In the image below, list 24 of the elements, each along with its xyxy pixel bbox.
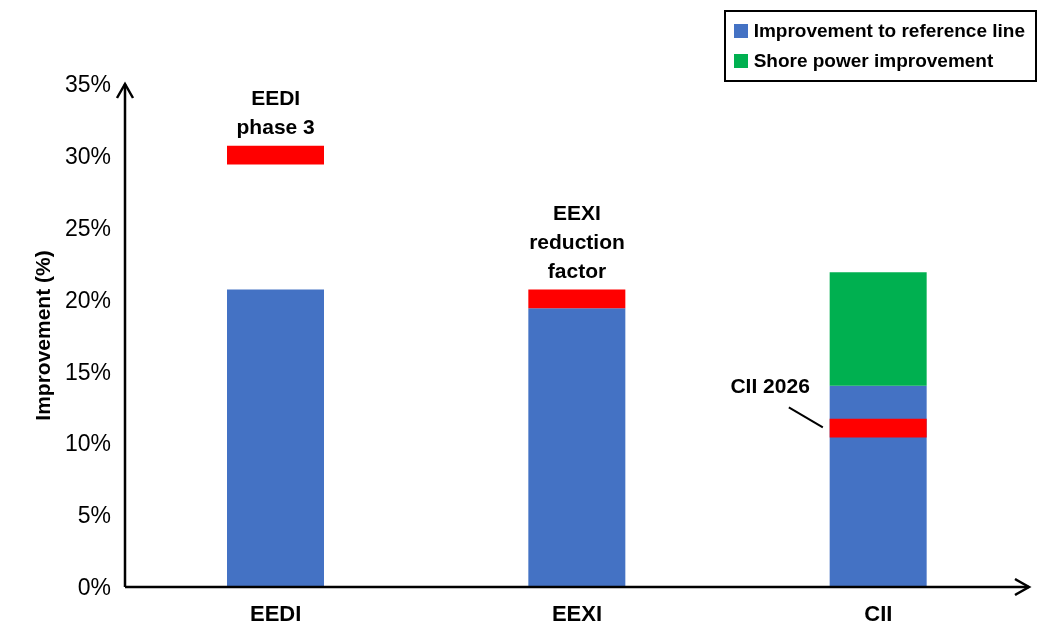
y-axis-title: Improvement (%) xyxy=(31,250,55,421)
x-tick-label: EEXI xyxy=(551,600,603,626)
bar xyxy=(829,272,927,386)
y-tick-label: 5% xyxy=(77,502,111,529)
bar xyxy=(829,385,927,587)
bar xyxy=(528,308,626,587)
y-tick-label: 25% xyxy=(64,214,111,241)
bar xyxy=(227,289,324,587)
legend-label: Improvement to reference line xyxy=(753,19,1025,43)
annotation: EEXI reduction factor xyxy=(529,200,625,282)
y-tick-label: 0% xyxy=(77,574,111,601)
y-tick-label: 30% xyxy=(64,143,111,170)
bar xyxy=(528,289,626,309)
y-tick-label: 10% xyxy=(64,430,111,457)
y-tick-label: 20% xyxy=(64,286,111,313)
annotation: CII 2026 xyxy=(730,374,810,398)
annotation: EEDI phase 3 xyxy=(236,85,315,138)
x-tick-label: EEDI xyxy=(249,600,302,626)
legend-label: Shore power improvement xyxy=(753,49,994,73)
y-tick-label: 35% xyxy=(64,71,111,98)
bar xyxy=(227,145,324,165)
x-tick-label: CII xyxy=(864,600,893,626)
y-tick-label: 15% xyxy=(64,358,111,385)
bar xyxy=(829,418,927,438)
